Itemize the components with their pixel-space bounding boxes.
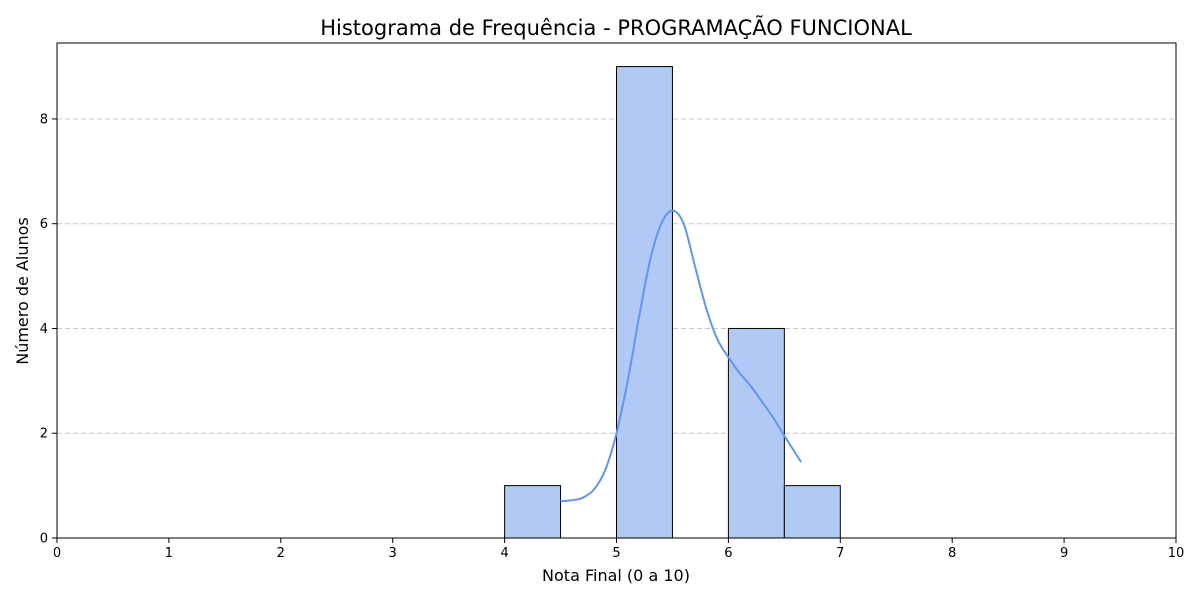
y-tick-label: 4 [40, 322, 48, 337]
y-tick-label: 0 [40, 532, 48, 547]
x-tick-label: 8 [948, 546, 956, 561]
chart-title: Histograma de Frequência - PROGRAMAÇÃO F… [320, 14, 912, 40]
kde-line [560, 209, 802, 503]
histogram-bar [727, 327, 785, 539]
x-tick-label: 1 [165, 546, 173, 561]
x-tick-label: 4 [500, 546, 508, 561]
histogram-bar [504, 485, 562, 539]
x-tick-label: 7 [836, 546, 844, 561]
histogram-bar [783, 485, 841, 539]
y-tick-label: 2 [40, 427, 48, 442]
x-tick-label: 10 [1168, 546, 1185, 561]
x-tick-label: 0 [53, 546, 61, 561]
histogram-bars [504, 66, 841, 539]
y-axis-label: Número de Alunos [13, 217, 32, 365]
x-tick-label: 6 [724, 546, 732, 561]
x-tick-label: 9 [1060, 546, 1068, 561]
histogram-bar [616, 66, 673, 539]
x-axis-ticks: 0 1 2 3 4 5 6 7 8 9 10 [53, 538, 1184, 561]
x-tick-label: 3 [389, 546, 397, 561]
grid-lines [57, 118, 1176, 434]
y-axis-ticks: 0 2 4 6 8 [40, 112, 57, 547]
x-tick-label: 2 [277, 546, 285, 561]
y-tick-label: 8 [40, 112, 48, 127]
y-tick-label: 6 [40, 217, 48, 232]
x-tick-label: 5 [612, 546, 620, 561]
x-axis-label: Nota Final (0 a 10) [542, 566, 690, 585]
